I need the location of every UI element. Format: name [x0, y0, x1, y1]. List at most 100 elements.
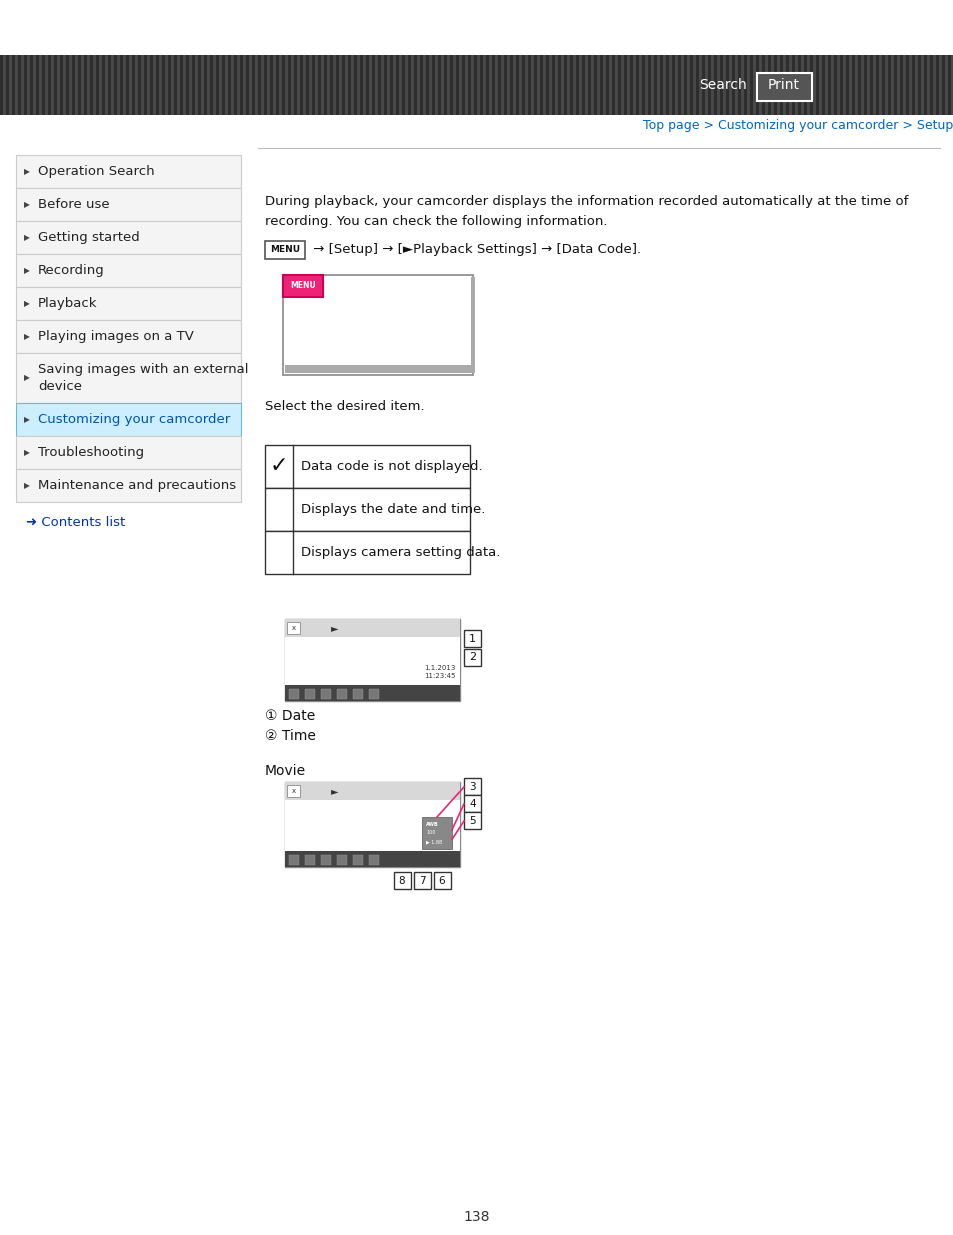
Bar [111, 56, 113, 115]
Bar [419, 56, 422, 115]
Bar [16, 254, 241, 287]
Bar [539, 56, 542, 115]
Bar [156, 56, 159, 115]
Bar [249, 56, 252, 115]
Bar [542, 56, 545, 115]
Bar [63, 56, 66, 115]
Bar [21, 56, 24, 115]
Bar [414, 872, 431, 889]
Bar [299, 56, 303, 115]
Bar [944, 56, 947, 115]
Bar [363, 56, 366, 115]
Text: ▶: ▶ [24, 415, 30, 424]
Bar [207, 56, 210, 115]
Bar [872, 56, 875, 115]
Bar [474, 56, 476, 115]
Bar [950, 56, 953, 115]
Bar [390, 56, 393, 115]
Bar [899, 56, 902, 115]
Bar [327, 56, 330, 115]
Bar [935, 56, 938, 115]
Bar [803, 56, 806, 115]
Text: 5: 5 [469, 816, 476, 826]
Text: 100: 100 [426, 830, 435, 836]
Bar [806, 56, 809, 115]
Bar [476, 56, 479, 115]
Bar [219, 56, 222, 115]
Bar [198, 56, 201, 115]
Bar [545, 56, 548, 115]
Text: ② Time: ② Time [265, 729, 315, 743]
Bar [283, 275, 323, 296]
Bar [435, 56, 437, 115]
Bar [657, 56, 659, 115]
Bar [440, 56, 443, 115]
Bar [938, 56, 941, 115]
Bar [359, 56, 363, 115]
Text: ▶: ▶ [24, 332, 30, 341]
Text: Before use: Before use [38, 198, 110, 211]
Bar [78, 56, 81, 115]
Bar [39, 56, 42, 115]
Bar [236, 56, 240, 115]
Bar [573, 56, 576, 115]
Bar [285, 685, 459, 701]
Bar [0, 56, 3, 115]
Bar [869, 56, 872, 115]
Text: ▶: ▶ [24, 480, 30, 490]
Bar [141, 56, 144, 115]
Bar [422, 56, 426, 115]
Text: Troubleshooting: Troubleshooting [38, 446, 144, 459]
Text: 6: 6 [438, 876, 445, 885]
Bar [228, 56, 231, 115]
Bar [794, 56, 797, 115]
Bar [552, 56, 555, 115]
Bar [159, 56, 162, 115]
Bar [818, 56, 821, 115]
Bar [275, 56, 278, 115]
Bar [265, 488, 470, 531]
Bar [563, 56, 566, 115]
Text: ►: ► [331, 785, 338, 797]
Bar [731, 56, 734, 115]
Bar [287, 785, 299, 797]
Bar [57, 56, 60, 115]
Bar [180, 56, 183, 115]
Bar [12, 56, 15, 115]
Bar [183, 56, 186, 115]
Bar [257, 56, 261, 115]
Bar [414, 56, 416, 115]
Bar [173, 56, 177, 115]
Bar [590, 56, 594, 115]
Bar [51, 56, 54, 115]
Bar [857, 56, 861, 115]
Bar [135, 56, 138, 115]
Bar [285, 637, 459, 685]
Bar [287, 622, 299, 634]
Bar [16, 188, 241, 221]
Bar [285, 851, 459, 867]
Bar [797, 56, 801, 115]
Bar [761, 56, 764, 115]
Bar [914, 56, 917, 115]
Bar [416, 56, 419, 115]
Bar [510, 56, 513, 115]
Text: Operation Search: Operation Search [38, 165, 154, 178]
Bar [3, 56, 6, 115]
Bar [527, 56, 531, 115]
Bar [261, 56, 264, 115]
Bar [905, 56, 908, 115]
Bar [129, 56, 132, 115]
Bar [147, 56, 150, 115]
Bar [45, 56, 48, 115]
Bar [312, 56, 314, 115]
Bar [36, 56, 39, 115]
Bar [576, 56, 578, 115]
Bar [108, 56, 111, 115]
Bar [335, 56, 338, 115]
Bar [90, 56, 92, 115]
Bar [842, 56, 845, 115]
Text: Movie: Movie [265, 764, 306, 778]
Bar [252, 56, 254, 115]
Bar [285, 782, 459, 800]
